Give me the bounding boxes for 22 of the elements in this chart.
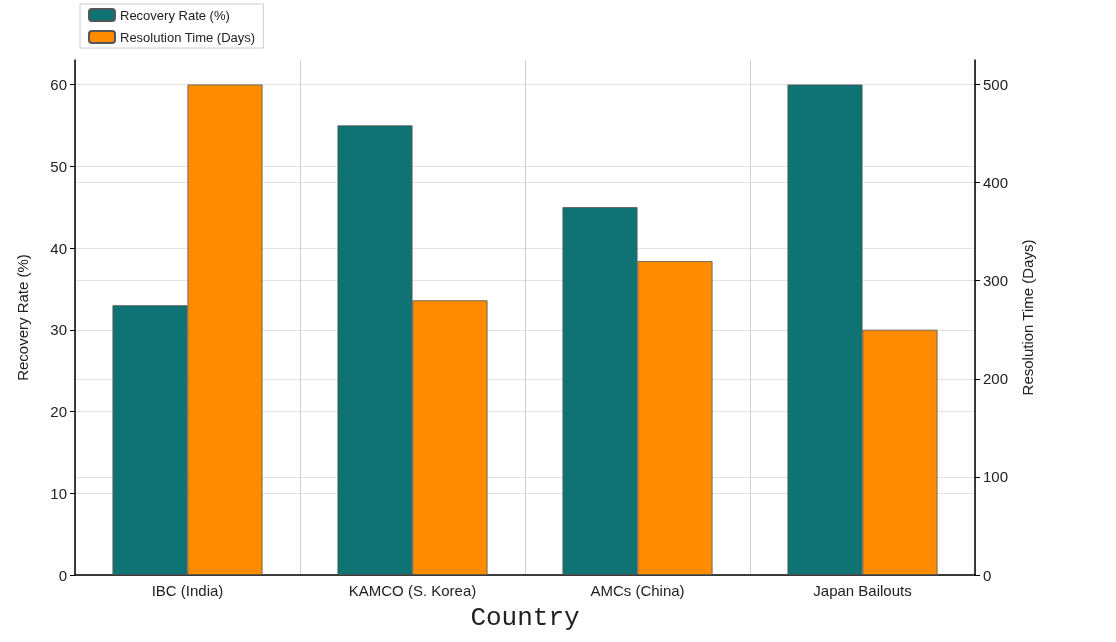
x-tick-label: KAMCO (S. Korea) [348, 582, 477, 599]
y2-tick-label: 100 [983, 468, 1009, 486]
y-tick-label: 50 [50, 157, 67, 175]
x-tick-label: IBC (India) [151, 582, 224, 599]
x-tick-label: Japan Bailouts [813, 582, 912, 599]
y2-tick-label: 300 [983, 272, 1009, 290]
y-tick-label: 10 [50, 484, 67, 502]
y2-tick-label: 200 [983, 370, 1009, 388]
y-tick-label: 20 [50, 403, 67, 421]
y-tick-label: 40 [50, 239, 67, 257]
x-axis-title: Country [470, 603, 580, 633]
y2-tick-label: 500 [983, 76, 1009, 94]
y-axis-title: Recovery Rate (%) [14, 254, 31, 381]
y-tick-label: 60 [50, 76, 67, 94]
legend-label: Recovery Rate (%) [120, 7, 230, 23]
x-tick-label: AMCs (China) [590, 582, 685, 599]
y2-axis-title: Resolution Time (Days) [1019, 239, 1036, 396]
legend-label: Resolution Time (Days) [120, 29, 256, 45]
y2-tick-label: 0 [983, 566, 992, 584]
y-tick-label: 0 [58, 566, 67, 584]
y-tick-label: 30 [50, 321, 67, 339]
y2-tick-label: 400 [983, 174, 1009, 192]
